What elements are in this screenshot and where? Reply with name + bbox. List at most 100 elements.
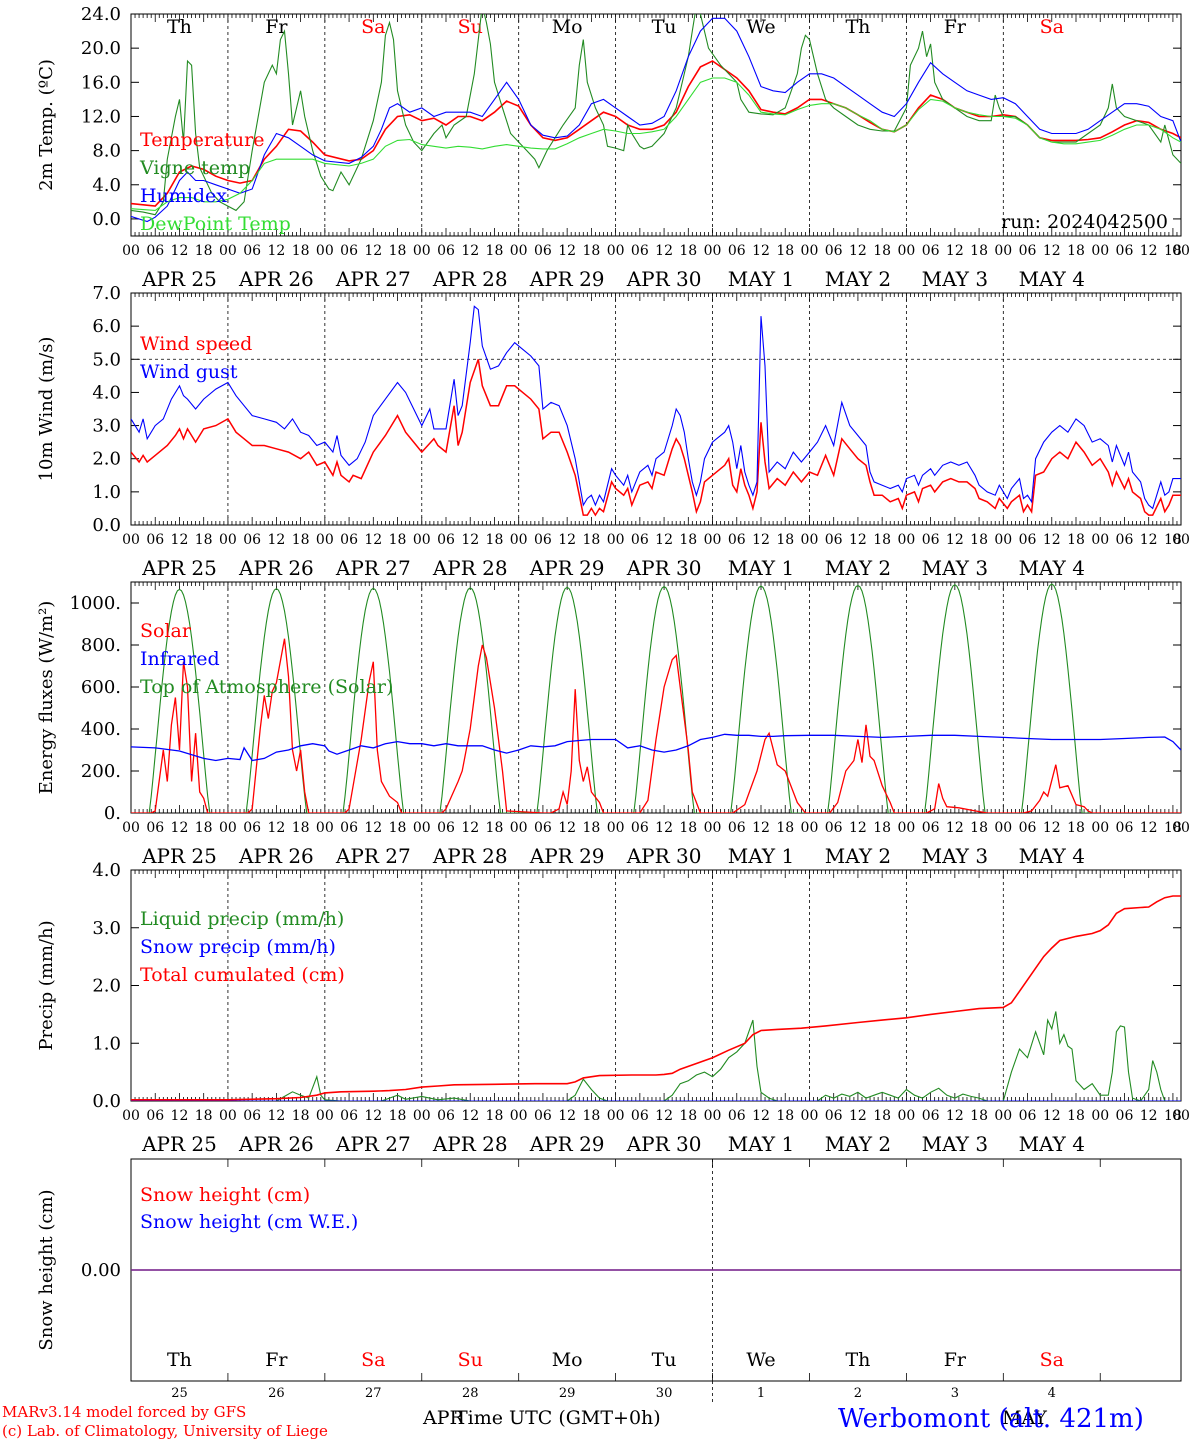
x-hour-label: 12 bbox=[461, 532, 479, 548]
x-date-label: MAY 2 bbox=[825, 267, 891, 291]
day-number-label: 3 bbox=[951, 1386, 959, 1401]
y-tick-label: 2.0 bbox=[92, 976, 121, 997]
x-hour-label: 06 bbox=[340, 820, 358, 836]
x-hour-label: 18 bbox=[292, 1108, 310, 1124]
x-hour-label: 06 bbox=[1116, 243, 1134, 259]
x-hour-label: 18 bbox=[1164, 1108, 1182, 1124]
legend-entry: Wind gust bbox=[140, 361, 238, 383]
x-date-label: APR 30 bbox=[626, 267, 702, 291]
x-hour-label: 00 bbox=[413, 532, 431, 548]
x-date-label: MAY 4 bbox=[1019, 1132, 1085, 1156]
station-title: Werbomont (alt. 421m) bbox=[838, 1404, 1144, 1434]
x-hour-label: 18 bbox=[679, 820, 697, 836]
x-hour-label: 18 bbox=[1164, 532, 1182, 548]
y-tick-label: 5.0 bbox=[92, 349, 121, 370]
x-hour-label: 00 bbox=[1172, 532, 1190, 548]
x-hour-label: 06 bbox=[1019, 532, 1037, 548]
x-hour-label: 12 bbox=[267, 1108, 285, 1124]
x-hour-label: 00 bbox=[1091, 820, 1109, 836]
x-hour-label: 00 bbox=[413, 243, 431, 259]
x-hour-label: 06 bbox=[437, 1108, 455, 1124]
day-number-label: 1 bbox=[757, 1386, 765, 1401]
x-hour-label: 18 bbox=[582, 532, 600, 548]
x-hour-label: 12 bbox=[1140, 243, 1158, 259]
x-hour-label: 00 bbox=[1091, 1108, 1109, 1124]
x-hour-label: 00 bbox=[510, 1108, 528, 1124]
x-hour-label: 18 bbox=[582, 820, 600, 836]
x-hour-label: 00 bbox=[994, 532, 1012, 548]
x-hour-label: 00 bbox=[994, 820, 1012, 836]
x-hour-label: 06 bbox=[825, 243, 843, 259]
x-hour-label: 00 bbox=[801, 1108, 819, 1124]
legend-entry: Wind speed bbox=[140, 333, 252, 355]
legend-entry: Solar bbox=[140, 620, 192, 642]
x-hour-label: 12 bbox=[558, 532, 576, 548]
day-number-label: 25 bbox=[171, 1386, 188, 1401]
x-hour-label: 18 bbox=[1067, 1108, 1085, 1124]
y-axis-label: Energy fluxes (W/m²) bbox=[36, 601, 57, 795]
weekday-label: Mo bbox=[552, 1349, 583, 1371]
day-number-label: 2 bbox=[854, 1386, 862, 1401]
x-hour-label: 12 bbox=[364, 1108, 382, 1124]
x-hour-label: 06 bbox=[1019, 243, 1037, 259]
x-date-label: APR 30 bbox=[626, 556, 702, 580]
x-date-label: APR 27 bbox=[335, 1132, 411, 1156]
x-date-label: APR 25 bbox=[141, 556, 217, 580]
x-hour-label: 12 bbox=[558, 243, 576, 259]
day-number-label: 28 bbox=[462, 1386, 479, 1401]
panel-snow: 0.00 Snow height (cm) Th Fr Sa Su Mo Tu We Th Fr Sa… bbox=[36, 1158, 1182, 1403]
y-tick-label: 4.0 bbox=[92, 860, 121, 881]
y-tick-label: 1000. bbox=[69, 593, 121, 614]
x-hour-label: 18 bbox=[582, 1108, 600, 1124]
x-date-label: MAY 1 bbox=[728, 556, 794, 580]
x-hour-label: 06 bbox=[922, 532, 940, 548]
x-hour-label: 00 bbox=[316, 1108, 334, 1124]
x-hour-label: 00 bbox=[316, 820, 334, 836]
x-hour-label: 18 bbox=[679, 532, 697, 548]
day-number-label: 4 bbox=[1048, 1386, 1056, 1401]
x-hour-label: 00 bbox=[413, 1108, 431, 1124]
x-date-label: APR 26 bbox=[238, 844, 314, 868]
x-hour-label: 00 bbox=[219, 532, 237, 548]
y-tick-label: 3.0 bbox=[92, 416, 121, 437]
y-tick-label: 200. bbox=[81, 761, 121, 782]
x-hour-label: 12 bbox=[461, 1108, 479, 1124]
x-hour-label: 06 bbox=[534, 243, 552, 259]
x-hour-label: 12 bbox=[267, 820, 285, 836]
x-hour-label: 06 bbox=[146, 1108, 164, 1124]
x-hour-label: 18 bbox=[195, 820, 213, 836]
x-hour-label: 18 bbox=[1164, 243, 1182, 259]
y-tick-label: 4.0 bbox=[92, 382, 121, 403]
x-hour-label: 06 bbox=[534, 820, 552, 836]
x-hour-label: 18 bbox=[389, 820, 407, 836]
x-hour-label: 18 bbox=[873, 532, 891, 548]
x-hour-label: 00 bbox=[607, 243, 625, 259]
x-hour-label: 06 bbox=[243, 243, 261, 259]
y-tick-label: 24.0 bbox=[81, 4, 121, 25]
weekday-label: Th bbox=[845, 1349, 870, 1371]
x-date-label: MAY 4 bbox=[1019, 267, 1085, 291]
x-hour-label: 18 bbox=[292, 243, 310, 259]
x-date-label: MAY 4 bbox=[1019, 556, 1085, 580]
x-hour-label: 12 bbox=[655, 1108, 673, 1124]
x-hour-label: 18 bbox=[389, 1108, 407, 1124]
x-hour-label: 12 bbox=[1043, 820, 1061, 836]
panel-temp: 0.0 4.0 8.0 12.0 16.0 20.0 24.0 2m Temp. (ºC) 00… bbox=[36, 4, 1190, 291]
x-date-label: APR 25 bbox=[141, 844, 217, 868]
x-hour-label: 12 bbox=[849, 243, 867, 259]
x-hour-label: 18 bbox=[776, 1108, 794, 1124]
x-hour-label: 18 bbox=[873, 820, 891, 836]
x-hour-label: 00 bbox=[122, 1108, 140, 1124]
x-date-label: MAY 2 bbox=[825, 556, 891, 580]
x-hour-label: 00 bbox=[316, 532, 334, 548]
x-hour-label: 00 bbox=[122, 532, 140, 548]
x-hour-label: 18 bbox=[195, 1108, 213, 1124]
x-hour-label: 00 bbox=[219, 243, 237, 259]
x-hour-label: 12 bbox=[752, 532, 770, 548]
x-hour-label: 18 bbox=[679, 243, 697, 259]
x-hour-label: 00 bbox=[704, 820, 722, 836]
x-hour-label: 12 bbox=[558, 1108, 576, 1124]
weekday-label: Th bbox=[167, 1349, 192, 1371]
y-tick-label: 0.0 bbox=[92, 515, 121, 536]
